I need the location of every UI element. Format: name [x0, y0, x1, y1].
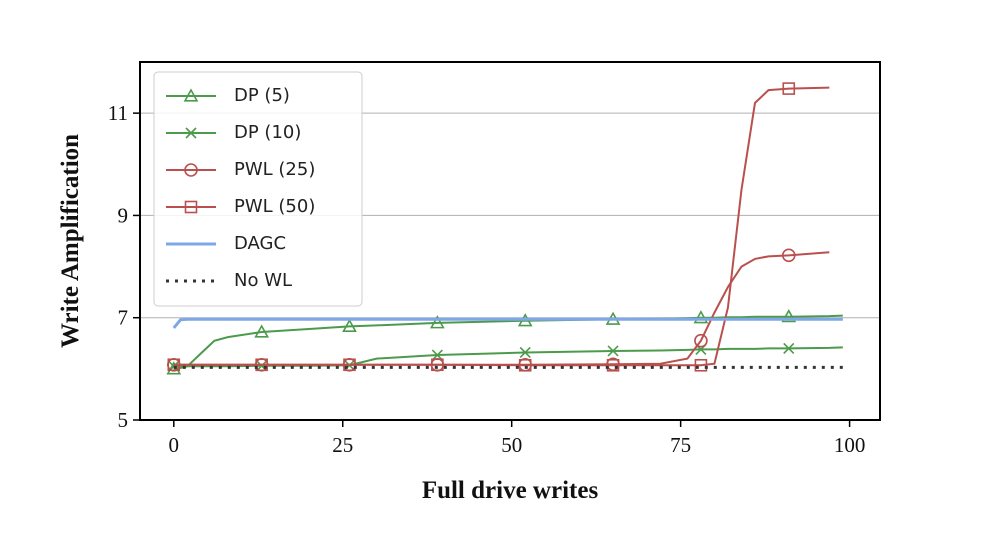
y-tick-label: 5: [118, 408, 129, 432]
marker: [782, 82, 796, 95]
marker: [607, 345, 619, 357]
x-tick-label: 100: [834, 433, 866, 457]
x-tick-label: 25: [332, 433, 353, 457]
marker: [254, 324, 270, 338]
marker: [781, 309, 797, 323]
x-tick-label: 0: [169, 433, 180, 457]
marker: [429, 315, 445, 329]
legend-label: DP (10): [234, 122, 301, 143]
series-line: [172, 317, 843, 329]
legend-marker: [183, 88, 199, 102]
series-line: [173, 346, 843, 368]
plot-frame: [139, 61, 881, 421]
legend: DP (5) DP (10) PWL (25) PWL (50) DAGC No WL: [153, 71, 363, 307]
y-tick-label: 9: [118, 203, 129, 227]
series-line: [173, 86, 830, 367]
marker: [431, 358, 444, 372]
y-axis-label: Write Amplification: [57, 134, 84, 348]
legend-marker: [184, 200, 198, 214]
marker: [781, 248, 796, 263]
legend-marker: [185, 127, 197, 139]
marker: [783, 342, 795, 354]
marker: [694, 333, 708, 348]
legend-label: DAGC: [234, 233, 286, 254]
x-tick-label: 50: [501, 433, 522, 457]
marker: [519, 346, 531, 359]
legend-label: DP (5): [234, 85, 290, 106]
y-tick-label: 11: [108, 101, 128, 125]
marker: [342, 318, 357, 333]
x-tick-label: 75: [670, 433, 691, 457]
marker: [693, 310, 709, 324]
x-axis-label: Full drive writes: [422, 477, 599, 504]
y-tick-label: 7: [118, 306, 129, 330]
legend-label: PWL (25): [234, 159, 315, 180]
marker: [255, 358, 268, 372]
marker: [518, 358, 532, 372]
legend-label: PWL (50): [234, 196, 315, 217]
legend-box: [153, 71, 363, 307]
marker: [694, 358, 708, 372]
series-line: [173, 314, 843, 370]
marker: [431, 349, 443, 361]
marker: [606, 358, 620, 372]
marker: [343, 358, 356, 372]
legend-label: No WL: [234, 270, 292, 291]
marker: [167, 358, 181, 372]
legend-marker: [184, 163, 198, 177]
